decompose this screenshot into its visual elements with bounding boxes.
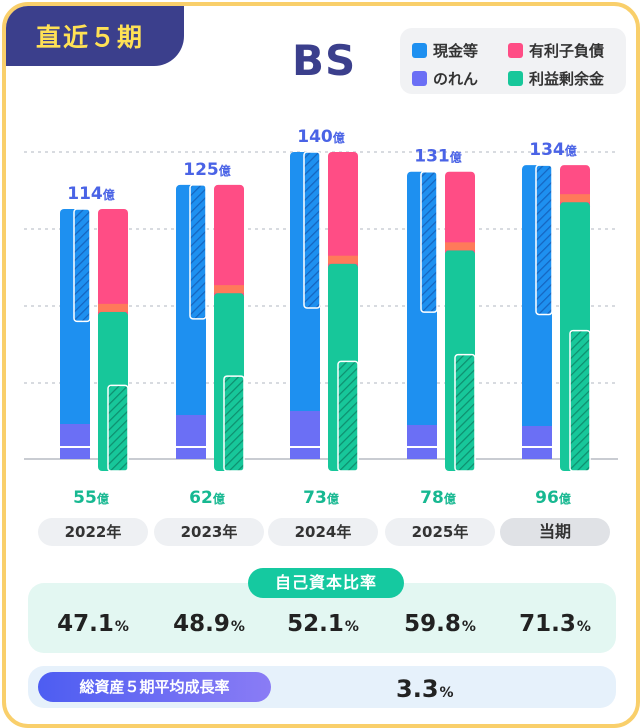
legend-item-equity: 利益剰余金	[508, 68, 604, 89]
legend-item-goodwill: のれん	[412, 68, 478, 89]
chart-legend: 現金等 有利子負債 のれん 利益剰余金	[400, 28, 626, 94]
cash-hatch-0	[73, 208, 91, 323]
chart-title: BS	[292, 36, 357, 85]
other-liability-3	[445, 242, 475, 251]
other-liability-0	[98, 303, 128, 312]
equity-label-1: 62億	[189, 488, 225, 506]
legend-item-cash: 現金等	[412, 40, 478, 61]
equity-ratio-label: 自己資本比率	[248, 568, 404, 598]
legend-label-goodwill: のれん	[433, 70, 479, 88]
cash-hatch-4	[535, 164, 553, 316]
total-label-1: 125億	[183, 160, 231, 180]
equity-label-4: 96億	[535, 488, 571, 506]
goodwill-segment-0	[60, 424, 90, 459]
legend-label-cash: 現金等	[433, 42, 479, 60]
year-label-2022: 2022年	[38, 518, 148, 546]
other-liability-2	[328, 255, 358, 264]
goodwill-segment-4	[522, 426, 552, 459]
other-liability-4	[560, 194, 590, 203]
equity-hatch-3	[454, 353, 476, 472]
legend-swatch-goodwill	[412, 71, 427, 86]
equity-hatch-1	[223, 375, 245, 472]
equity-hatch-4	[569, 329, 591, 472]
equity-label-0: 55億	[73, 488, 109, 506]
year-label-2024: 2024年	[268, 518, 378, 546]
legend-label-debt: 有利子負債	[529, 42, 605, 60]
bs-chart: 114億 55億 125億 62億 140億 73億 131億 78億 134億 96億	[24, 127, 618, 506]
legend-swatch-cash	[412, 43, 427, 58]
cash-hatch-2	[303, 151, 321, 309]
year-label-current: 当期	[500, 518, 610, 546]
goodwill-segment-1	[176, 415, 206, 459]
equity-ratio-current: 71.3%	[519, 611, 591, 637]
equity-hatch-2	[337, 360, 359, 472]
legend-item-debt: 有利子負債	[508, 40, 604, 61]
legend-swatch-equity	[508, 71, 523, 86]
legend-swatch-debt	[508, 43, 523, 58]
total-label-4: 134億	[529, 140, 577, 160]
total-label-0: 114億	[67, 184, 115, 204]
goodwill-segment-3	[407, 425, 437, 459]
period-badge-label: 直近５期	[36, 23, 145, 52]
growth-value: 3.3%	[396, 675, 454, 703]
legend-label-equity: 利益剰余金	[529, 70, 605, 88]
cash-hatch-3	[420, 170, 438, 313]
total-label-2: 140億	[297, 127, 345, 147]
total-label-3: 131億	[414, 147, 462, 167]
year-label-2023: 2023年	[154, 518, 264, 546]
period-badge: 直近５期	[6, 6, 184, 66]
equity-ratio-2025: 59.8%	[404, 611, 476, 637]
equity-ratio-2023: 48.9%	[173, 611, 245, 637]
year-label-2025: 2025年	[385, 518, 495, 546]
equity-ratio-2022: 47.1%	[57, 611, 129, 637]
equity-ratio-2024: 52.1%	[287, 611, 359, 637]
goodwill-segment-2	[290, 411, 320, 459]
growth-label: 総資産５期平均成長率	[38, 672, 271, 702]
equity-hatch-0	[107, 384, 129, 472]
cash-hatch-1	[189, 184, 207, 320]
equity-label-3: 78億	[420, 488, 456, 506]
other-liability-1	[214, 285, 244, 294]
equity-label-2: 73億	[303, 488, 339, 506]
